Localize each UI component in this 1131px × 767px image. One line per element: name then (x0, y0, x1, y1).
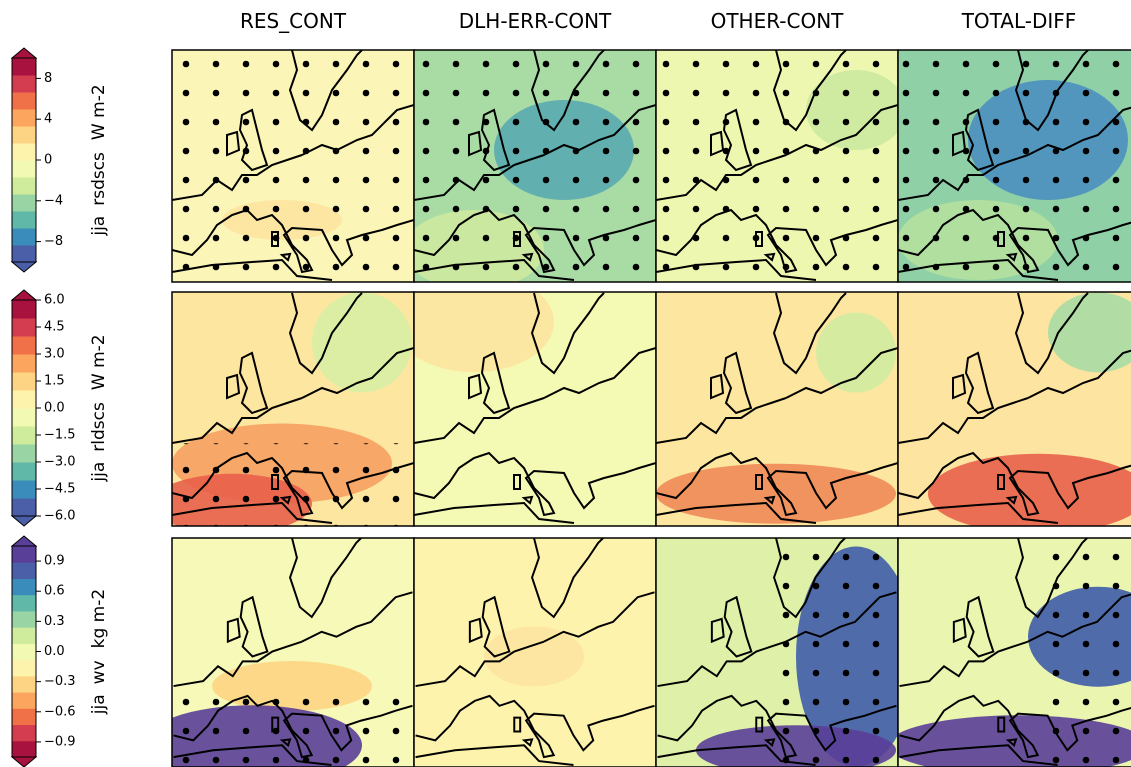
colorbar-segment (12, 211, 36, 229)
column-title: TOTAL-DIFF (961, 9, 1077, 33)
colorbar-segment (12, 708, 36, 725)
map-field (394, 272, 554, 372)
map-panel (898, 50, 1131, 282)
colorbar-label: jja rldscs W m-2 (89, 334, 109, 482)
colorbar-tick-label: 8 (44, 71, 52, 86)
colorbar-segment (12, 741, 36, 758)
colorbar-segment (12, 92, 36, 110)
colorbar-tick-label: −1.5 (44, 428, 76, 443)
map-panel (888, 538, 1131, 767)
map-panel (898, 292, 1131, 534)
map-panel (404, 50, 656, 290)
colorbar-tick-label: 0.0 (44, 401, 65, 416)
colorbar-extend (12, 262, 36, 272)
units: W m-2 (89, 334, 109, 390)
colorbar-tick-label: 6.0 (44, 293, 65, 308)
colorbar-segment (12, 611, 36, 628)
colorbar-segment (12, 595, 36, 612)
colorbar-segment (12, 725, 36, 742)
stippling (776, 538, 898, 767)
colorbar-tick-label: −0.3 (44, 674, 76, 689)
colorbar-extend (12, 290, 36, 300)
column-title: OTHER-CONT (711, 9, 845, 33)
colorbar-tick-label: −0.6 (44, 704, 76, 719)
colorbar-segment (12, 390, 36, 409)
colorbar-tick-label: −3.0 (44, 455, 76, 470)
colorbar-segment (12, 354, 36, 373)
colorbar-segment (12, 228, 36, 246)
map-field (484, 626, 584, 686)
colorbar-segment (12, 336, 36, 355)
colorbar-tick-label: −6.0 (44, 509, 76, 524)
colorbar-segment (12, 692, 36, 709)
map-panel (172, 50, 414, 282)
colorbar-tick-label: 4 (44, 112, 52, 127)
season: jja (89, 462, 109, 483)
units: kg m-2 (89, 589, 109, 649)
colorbar-tick-label: 3.0 (44, 347, 65, 362)
colorbar-segment (12, 426, 36, 445)
colorbar-extend (12, 757, 36, 767)
colorbar-segment (12, 160, 36, 178)
colorbar-segment (12, 546, 36, 563)
colorbar-segment (12, 245, 36, 263)
colorbar-label: jja rsdscs W m-2 (89, 84, 109, 236)
map-panel (394, 272, 656, 526)
colorbar-tick-label: 1.5 (44, 374, 65, 389)
colorbar-tick-label: −8 (44, 234, 63, 249)
colorbar-segment (12, 109, 36, 127)
column-title: RES_CONT (240, 9, 347, 33)
season: jja (89, 216, 109, 237)
colorbar-segment (12, 627, 36, 644)
colorbar-tick-label: 0.3 (44, 614, 65, 629)
colorbar-tick-label: 4.5 (44, 320, 65, 335)
colorbar-tick-label: 0.6 (44, 584, 65, 599)
map-panel (142, 538, 414, 767)
colorbar-tick-label: 0.9 (44, 554, 65, 569)
colorbar-segment (12, 177, 36, 195)
map-panel (656, 50, 906, 282)
colorbar-segment (12, 444, 36, 463)
colorbar-segment (12, 300, 36, 319)
stippling (898, 50, 1131, 282)
colorbar-extend (12, 48, 36, 58)
colorbar-tick-label: −4 (44, 193, 63, 208)
map-panel (152, 292, 414, 534)
colorbar-segment (12, 578, 36, 595)
colorbar-segment (12, 643, 36, 660)
colorbar-segment (12, 126, 36, 144)
colorbar-segment (12, 318, 36, 337)
season: jja (89, 694, 109, 715)
variable: wv (89, 660, 109, 684)
colorbar-tick-label: 0.0 (44, 644, 65, 659)
column-title: DLH-ERR-CONT (459, 9, 612, 33)
colorbar-extend (12, 516, 36, 526)
colorbar-segment (12, 660, 36, 677)
colorbar-extend (12, 536, 36, 546)
units: W m-2 (89, 84, 109, 140)
figure: RES_CONT DLH-ERR-CONT OTHER-CONT TOTAL-DIFF… (0, 0, 1131, 767)
map-panel (656, 292, 898, 526)
colorbar-tick-label: −0.9 (44, 734, 76, 749)
colorbar-segment (12, 480, 36, 499)
map-field (312, 292, 412, 392)
colorbar-segment (12, 372, 36, 391)
colorbar-segment (12, 58, 36, 76)
variable: rsdscs (89, 152, 109, 206)
map-panel (656, 538, 916, 767)
variable: rldscs (89, 402, 109, 452)
colorbar-segment (12, 562, 36, 579)
colorbar-segment (12, 143, 36, 161)
colorbar-segment (12, 408, 36, 427)
colorbar-segment (12, 75, 36, 93)
colorbar-tick-label: −4.5 (44, 482, 76, 497)
colorbar-segment (12, 194, 36, 212)
colorbar-segment (12, 462, 36, 481)
colorbar-segment (12, 676, 36, 693)
colorbar-segment (12, 498, 36, 517)
colorbar-label: jja wv kg m-2 (89, 589, 109, 715)
map-panel (414, 538, 656, 767)
colorbar-tick-label: 0 (44, 153, 52, 168)
